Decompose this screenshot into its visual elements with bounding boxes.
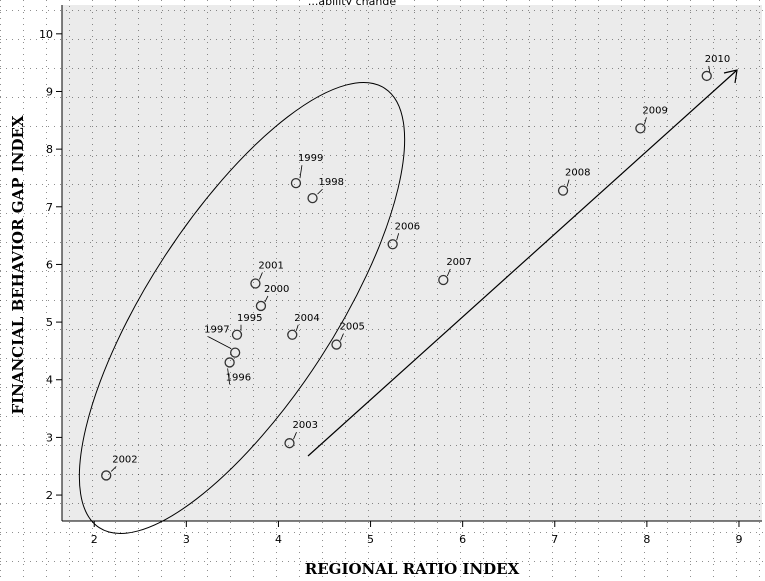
point-leader-line xyxy=(207,336,232,350)
point-leader-line xyxy=(644,117,647,125)
data-point-1996 xyxy=(224,357,235,368)
data-point-label-1997: 1997 xyxy=(204,325,229,336)
data-point-1995 xyxy=(231,329,243,340)
data-point-label-2006: 2006 xyxy=(395,221,420,232)
data-point-label-2007: 2007 xyxy=(446,257,471,268)
y-tick-label: 8 xyxy=(46,143,53,156)
plot-background xyxy=(62,5,762,521)
data-point-2010 xyxy=(701,70,712,82)
y-tick-label: 9 xyxy=(46,85,53,98)
y-tick-label: 4 xyxy=(46,374,53,387)
point-leader-line xyxy=(259,272,263,280)
y-tick-label: 2 xyxy=(46,489,53,502)
data-point-2005 xyxy=(331,339,342,350)
point-leader-line xyxy=(446,268,451,277)
data-point-2009 xyxy=(635,123,646,134)
data-point-2006 xyxy=(387,239,398,250)
data-point-label-1995: 1995 xyxy=(237,313,262,324)
data-point-2007 xyxy=(438,274,449,286)
data-point-1997 xyxy=(230,347,241,358)
data-point-label-2002: 2002 xyxy=(112,454,137,465)
y-axis-title: FINANCIAL BEHAVIOR GAP INDEX xyxy=(9,115,27,414)
data-point-label-2003: 2003 xyxy=(293,420,318,431)
y-tick-label: 3 xyxy=(46,431,53,444)
data-point-label-1998: 1998 xyxy=(319,177,344,188)
point-leader-line xyxy=(396,233,400,241)
data-point-label-2005: 2005 xyxy=(339,322,364,333)
y-tick-label: 7 xyxy=(46,201,53,214)
point-leader-line xyxy=(110,466,117,472)
trend-arrow-line xyxy=(307,70,737,457)
data-point-label-1999: 1999 xyxy=(298,153,323,164)
point-leader-line xyxy=(317,188,323,195)
point-leader-line xyxy=(708,65,711,72)
data-point-1999 xyxy=(290,177,302,189)
point-leader-line xyxy=(264,295,269,303)
point-leader-line xyxy=(299,165,303,179)
x-tick-label: 6 xyxy=(459,533,466,546)
data-point-label-2001: 2001 xyxy=(258,260,283,271)
data-point-label-2009: 2009 xyxy=(642,105,667,116)
axes: 2 3 4 5 6 7 8 9 2 3 4 5 6 7 8 9 10 xyxy=(39,5,762,546)
point-leader-line xyxy=(340,333,344,341)
point-leader-line xyxy=(227,368,231,385)
x-tick-label: 7 xyxy=(551,533,558,546)
data-point-label-2004: 2004 xyxy=(294,313,319,324)
data-point-2004 xyxy=(287,329,298,340)
plot-area xyxy=(62,5,762,521)
data-point-label-2008: 2008 xyxy=(565,168,590,179)
data-point-2003 xyxy=(284,438,295,449)
x-tick-label: 2 xyxy=(91,533,98,546)
y-tick-label: 5 xyxy=(46,316,53,329)
y-tick-label: 6 xyxy=(46,258,53,271)
x-tick-label: 5 xyxy=(367,533,374,546)
data-point-label-2010: 2010 xyxy=(705,54,730,65)
point-leader-line xyxy=(293,432,297,440)
data-points: 1995 1996 1997 1998 1999 2000 2001 2002 2003 2004… xyxy=(101,54,730,481)
data-point-2000 xyxy=(255,300,267,312)
y-tick-label: 10 xyxy=(39,28,53,41)
trend-arrow-layer xyxy=(307,69,738,457)
data-point-label-1996: 1996 xyxy=(226,372,251,383)
point-leader-line xyxy=(295,324,299,331)
cluster-ellipse xyxy=(78,82,406,534)
trend-arrow-head xyxy=(723,69,738,84)
data-point-2008 xyxy=(557,185,569,196)
data-point-2001 xyxy=(250,278,261,289)
data-point-2002 xyxy=(101,470,112,481)
x-axis-title: REGIONAL RATIO INDEX xyxy=(305,560,520,578)
data-point-1998 xyxy=(307,192,318,204)
x-tick-label: 9 xyxy=(735,533,742,546)
point-leader-line xyxy=(566,179,570,187)
data-point-label-2000: 2000 xyxy=(264,284,289,295)
cluster-ellipse-layer xyxy=(78,82,406,534)
chart-title: ...ability change xyxy=(308,0,396,8)
x-tick-label: 4 xyxy=(275,533,282,546)
x-tick-label: 3 xyxy=(183,533,190,546)
x-tick-label: 8 xyxy=(643,533,650,546)
